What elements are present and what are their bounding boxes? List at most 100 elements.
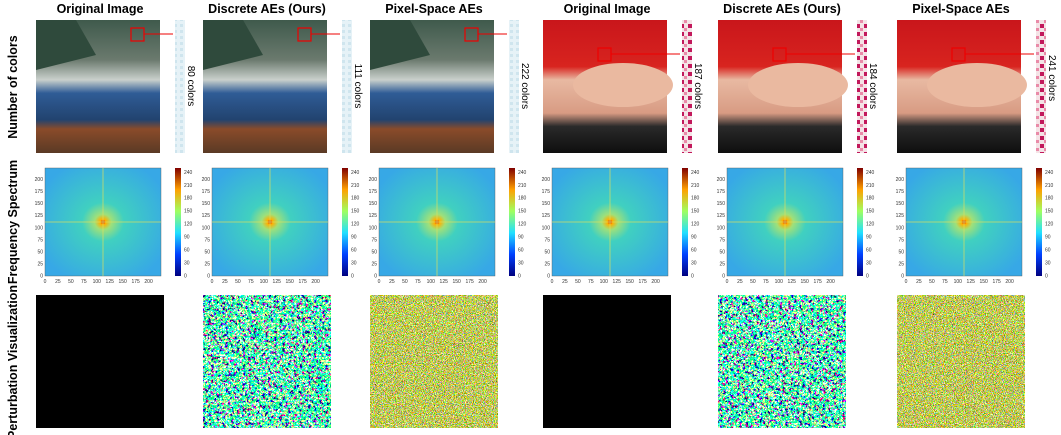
row-label: Frequency Spectrum (6, 160, 20, 284)
y-tick-label: 0 (374, 274, 377, 280)
x-tick-label: 25 (562, 279, 568, 285)
x-tick-label: 25 (737, 279, 743, 285)
y-tick-label: 100 (896, 225, 905, 231)
x-tick-label: 175 (992, 279, 1001, 285)
y-tick-label: 175 (717, 189, 726, 195)
y-tick-label: 150 (35, 201, 44, 207)
x-tick-label: 125 (106, 279, 115, 285)
colorbar (509, 168, 515, 276)
color-strip (857, 20, 867, 153)
x-tick-label: 175 (465, 279, 474, 285)
y-tick-label: 175 (35, 189, 44, 195)
y-tick-label: 150 (202, 201, 211, 207)
x-tick-label: 75 (81, 279, 87, 285)
x-tick-label: 75 (763, 279, 769, 285)
x-tick-label: 200 (144, 279, 153, 285)
y-tick-label: 50 (204, 249, 210, 255)
colorbar-tick-label: 30 (351, 261, 357, 267)
color-count: 184 colors (867, 63, 878, 109)
y-tick-label: 175 (542, 189, 551, 195)
y-tick-label: 50 (37, 249, 43, 255)
y-tick-label: 50 (371, 249, 377, 255)
colorbar-tick-label: 210 (351, 183, 360, 189)
colorbar-tick-label: 240 (691, 170, 700, 176)
x-tick-label: 175 (813, 279, 822, 285)
colorbar-tick-label: 180 (518, 196, 527, 202)
x-tick-label: 125 (788, 279, 797, 285)
y-tick-label: 100 (542, 225, 551, 231)
y-tick-label: 200 (35, 177, 44, 183)
y-tick-label: 0 (40, 274, 43, 280)
colorbar-tick-label: 0 (351, 274, 354, 280)
y-tick-label: 200 (717, 177, 726, 183)
colorbar-tick-label: 180 (351, 196, 360, 202)
x-tick-label: 125 (613, 279, 622, 285)
perturbation (203, 295, 331, 428)
y-tick-label: 150 (542, 201, 551, 207)
y-tick-label: 100 (369, 225, 378, 231)
y-tick-label: 25 (898, 261, 904, 267)
colorbar (1036, 168, 1042, 276)
arm-shape (573, 63, 673, 107)
colorbar-tick-label: 90 (351, 235, 357, 241)
y-tick-label: 25 (371, 261, 377, 267)
perturbation (370, 295, 498, 428)
colorbar-tick-label: 90 (866, 235, 872, 241)
y-tick-label: 175 (202, 189, 211, 195)
colorbar-tick-label: 120 (184, 222, 193, 228)
colorbar-tick-label: 90 (518, 235, 524, 241)
y-tick-label: 50 (719, 249, 725, 255)
x-tick-label: 100 (775, 279, 784, 285)
y-tick-label: 75 (371, 237, 377, 243)
y-tick-label: 50 (898, 249, 904, 255)
x-tick-label: 100 (600, 279, 609, 285)
y-tick-label: 200 (202, 177, 211, 183)
x-tick-label: 25 (222, 279, 228, 285)
color-strip (509, 20, 519, 153)
colorbar-tick-label: 210 (1045, 183, 1054, 189)
x-tick-label: 75 (415, 279, 421, 285)
perturbation (543, 295, 671, 428)
colorbar-tick-label: 0 (1045, 274, 1048, 280)
perturbation (36, 295, 164, 428)
y-tick-label: 0 (207, 274, 210, 280)
color-count: 80 colors (185, 66, 196, 107)
column-title: Discrete AEs (Ours) (723, 2, 841, 16)
perturbation (718, 295, 846, 428)
y-tick-label: 0 (901, 274, 904, 280)
x-tick-label: 150 (801, 279, 810, 285)
x-tick-label: 200 (826, 279, 835, 285)
colorbar-tick-label: 150 (1045, 209, 1054, 215)
y-tick-label: 125 (369, 213, 378, 219)
y-tick-label: 75 (544, 237, 550, 243)
colorbar-tick-label: 60 (1045, 248, 1051, 254)
row-label: Perturbation Visualization (6, 285, 20, 435)
x-tick-label: 50 (402, 279, 408, 285)
colorbar-tick-label: 120 (1045, 222, 1054, 228)
colorbar-tick-label: 180 (1045, 196, 1054, 202)
color-count: 241 colors (1046, 55, 1057, 101)
colorbar-tick-label: 0 (518, 274, 521, 280)
y-tick-label: 150 (896, 201, 905, 207)
column-title: Original Image (57, 2, 144, 16)
x-tick-label: 0 (551, 279, 554, 285)
x-tick-label: 100 (427, 279, 436, 285)
color-strip (342, 20, 352, 153)
colorbar-tick-label: 210 (184, 183, 193, 189)
colorbar-tick-label: 120 (351, 222, 360, 228)
column-title: Original Image (564, 2, 651, 16)
colorbar-tick-label: 240 (518, 170, 527, 176)
x-tick-label: 100 (260, 279, 269, 285)
y-tick-label: 0 (547, 274, 550, 280)
colorbar-tick-label: 150 (518, 209, 527, 215)
y-tick-label: 175 (369, 189, 378, 195)
y-tick-label: 125 (717, 213, 726, 219)
colorbar-tick-label: 60 (518, 248, 524, 254)
colorbar-tick-label: 30 (518, 261, 524, 267)
colorbar-tick-label: 240 (866, 170, 875, 176)
y-tick-label: 150 (369, 201, 378, 207)
perturbation (897, 295, 1025, 428)
x-tick-label: 125 (440, 279, 449, 285)
x-tick-label: 125 (273, 279, 282, 285)
x-tick-label: 175 (638, 279, 647, 285)
